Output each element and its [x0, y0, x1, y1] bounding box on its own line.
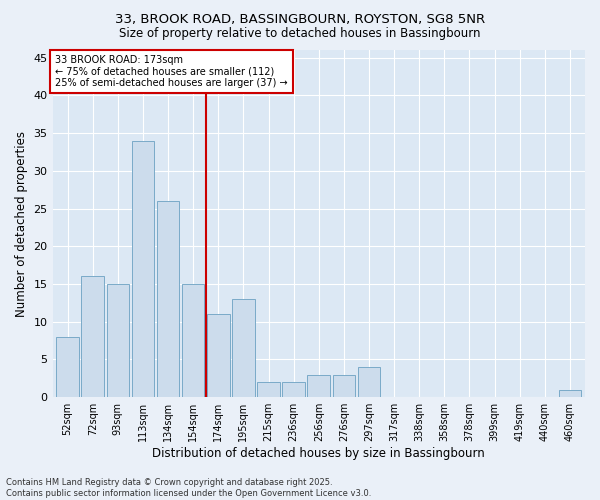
- Bar: [107, 284, 129, 397]
- Text: 33, BROOK ROAD, BASSINGBOURN, ROYSTON, SG8 5NR: 33, BROOK ROAD, BASSINGBOURN, ROYSTON, S…: [115, 12, 485, 26]
- Bar: [257, 382, 280, 397]
- Bar: [82, 276, 104, 397]
- Bar: [559, 390, 581, 397]
- X-axis label: Distribution of detached houses by size in Bassingbourn: Distribution of detached houses by size …: [152, 447, 485, 460]
- Bar: [358, 367, 380, 397]
- Bar: [307, 374, 330, 397]
- Bar: [131, 140, 154, 397]
- Bar: [232, 299, 255, 397]
- Bar: [207, 314, 230, 397]
- Text: Contains HM Land Registry data © Crown copyright and database right 2025.
Contai: Contains HM Land Registry data © Crown c…: [6, 478, 371, 498]
- Text: 33 BROOK ROAD: 173sqm
← 75% of detached houses are smaller (112)
25% of semi-det: 33 BROOK ROAD: 173sqm ← 75% of detached …: [55, 55, 288, 88]
- Bar: [283, 382, 305, 397]
- Text: Size of property relative to detached houses in Bassingbourn: Size of property relative to detached ho…: [119, 28, 481, 40]
- Bar: [332, 374, 355, 397]
- Bar: [56, 337, 79, 397]
- Bar: [182, 284, 205, 397]
- Y-axis label: Number of detached properties: Number of detached properties: [15, 130, 28, 316]
- Bar: [157, 201, 179, 397]
